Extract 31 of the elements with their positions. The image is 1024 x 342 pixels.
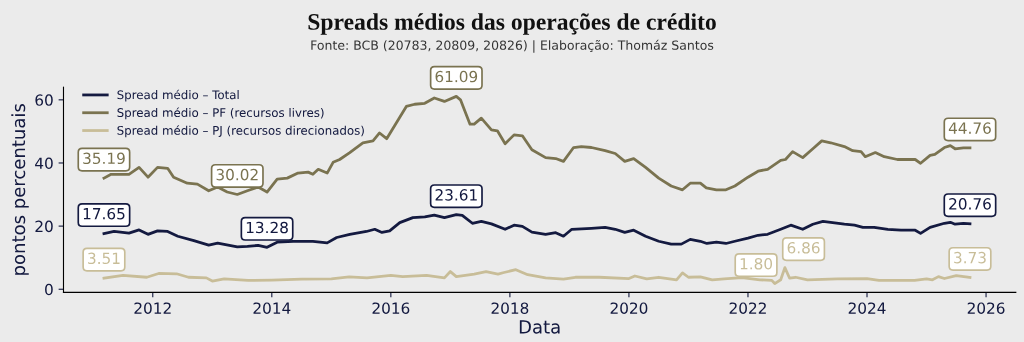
annotation: 3.73 xyxy=(954,251,986,264)
legend-label: Spread médio – Total xyxy=(117,89,239,102)
y-tick-label: 0 xyxy=(45,283,53,296)
x-axis-title: Data xyxy=(519,320,560,334)
annotation: 44.76 xyxy=(948,122,991,134)
chart-title: Spreads médios das operações de crédito xyxy=(308,13,716,35)
x-tick-label: 2022 xyxy=(729,302,766,314)
annotation: 3.51 xyxy=(88,252,120,265)
x-tick-label: 2024 xyxy=(848,302,886,314)
legend-label: Spread médio – PF (recursos livres) xyxy=(117,107,324,120)
y-tick-label: 20 xyxy=(35,220,53,233)
annotation: 13.28 xyxy=(246,221,288,234)
x-tick-label: 2012 xyxy=(134,302,171,314)
chart-subtitle: Fonte: BCB (20783, 20809, 20826) | Elaboração: Thomáz Santos xyxy=(311,39,714,53)
y-tick-label: 40 xyxy=(35,157,53,169)
annotation: 61.09 xyxy=(435,70,478,83)
legend-label: Spread médio – PJ (recursos direcionados) xyxy=(117,125,364,138)
annotation: 23.61 xyxy=(435,189,477,201)
annotation: 30.02 xyxy=(216,168,258,181)
x-tick-label: 2018 xyxy=(491,302,529,314)
annotation: 20.76 xyxy=(949,198,991,210)
annotation: 6.86 xyxy=(787,241,820,254)
y-axis-title: pontos percentuais xyxy=(11,104,29,275)
y-tick-label: 60 xyxy=(35,94,53,106)
annotation: 1.80 xyxy=(740,257,773,270)
x-tick-label: 2026 xyxy=(967,302,1005,314)
annotation: 35.19 xyxy=(83,152,125,165)
annotation: 17.65 xyxy=(83,207,125,220)
x-tick-label: 2014 xyxy=(253,302,291,314)
x-tick-label: 2020 xyxy=(610,302,648,314)
x-tick-label: 2016 xyxy=(372,302,410,314)
